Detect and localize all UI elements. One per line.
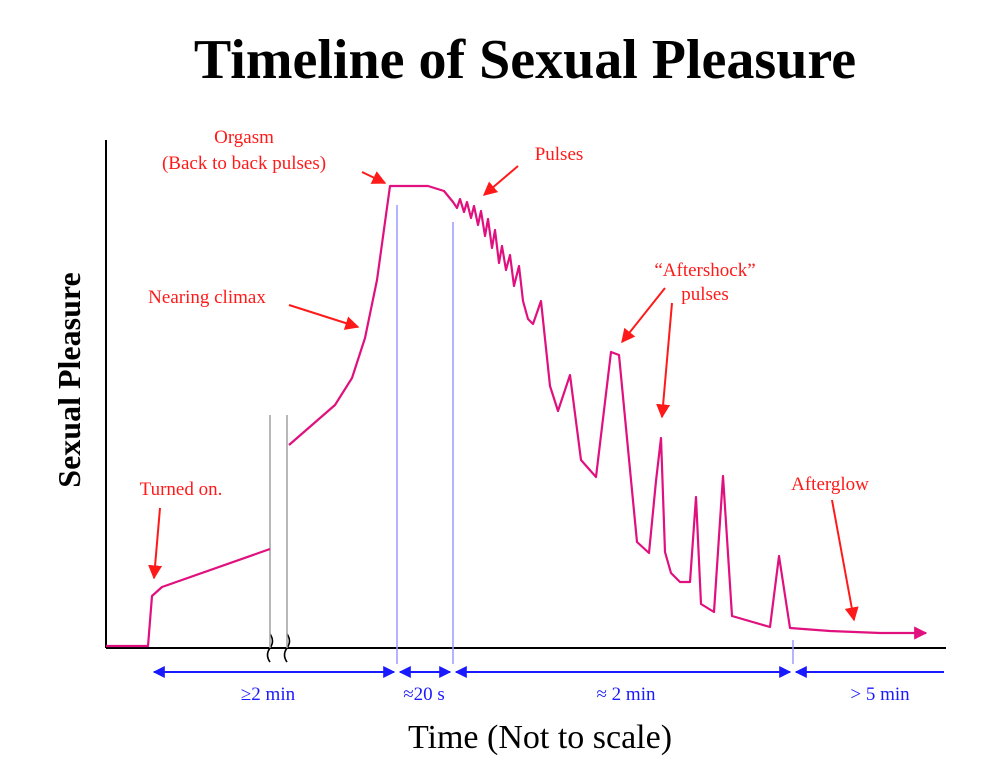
aftershock-sublabel: pulses	[681, 284, 729, 305]
nearing-climax-arrow	[288, 304, 360, 330]
turned-on-arrow	[148, 507, 163, 580]
aftershock-label: “Aftershock”	[654, 260, 755, 281]
aftershock-arrow-right	[656, 302, 673, 419]
duration-label-arousal: ≥2 min	[241, 684, 296, 705]
orgasm-sublabel: (Back to back pulses)	[162, 153, 326, 174]
orgasm-arrow	[361, 171, 387, 184]
nearing-climax-label: Nearing climax	[148, 287, 266, 308]
y-axis-label: Sexual Pleasure	[51, 272, 87, 487]
duration-label-orgasm: ≈20 s	[403, 684, 445, 705]
x-axis-label: Time (Not to scale)	[408, 719, 672, 756]
pleasure-curve-main	[288, 184, 928, 640]
afterglow-arrow	[831, 499, 859, 622]
duration-label-afterglow: > 5 min	[850, 684, 910, 705]
turned-on-label: Turned on.	[140, 479, 223, 500]
duration-label-aftershock: ≈ 2 min	[597, 684, 656, 705]
pulses-label: Pulses	[535, 144, 584, 165]
afterglow-label: Afterglow	[791, 474, 869, 495]
orgasm-label: Orgasm	[214, 127, 274, 148]
diagram-title: Timeline of Sexual Pleasure	[194, 29, 856, 91]
aftershock-arrow-left	[621, 287, 666, 344]
pleasure-curve-early	[106, 547, 271, 648]
pulses-arrow	[482, 165, 519, 196]
